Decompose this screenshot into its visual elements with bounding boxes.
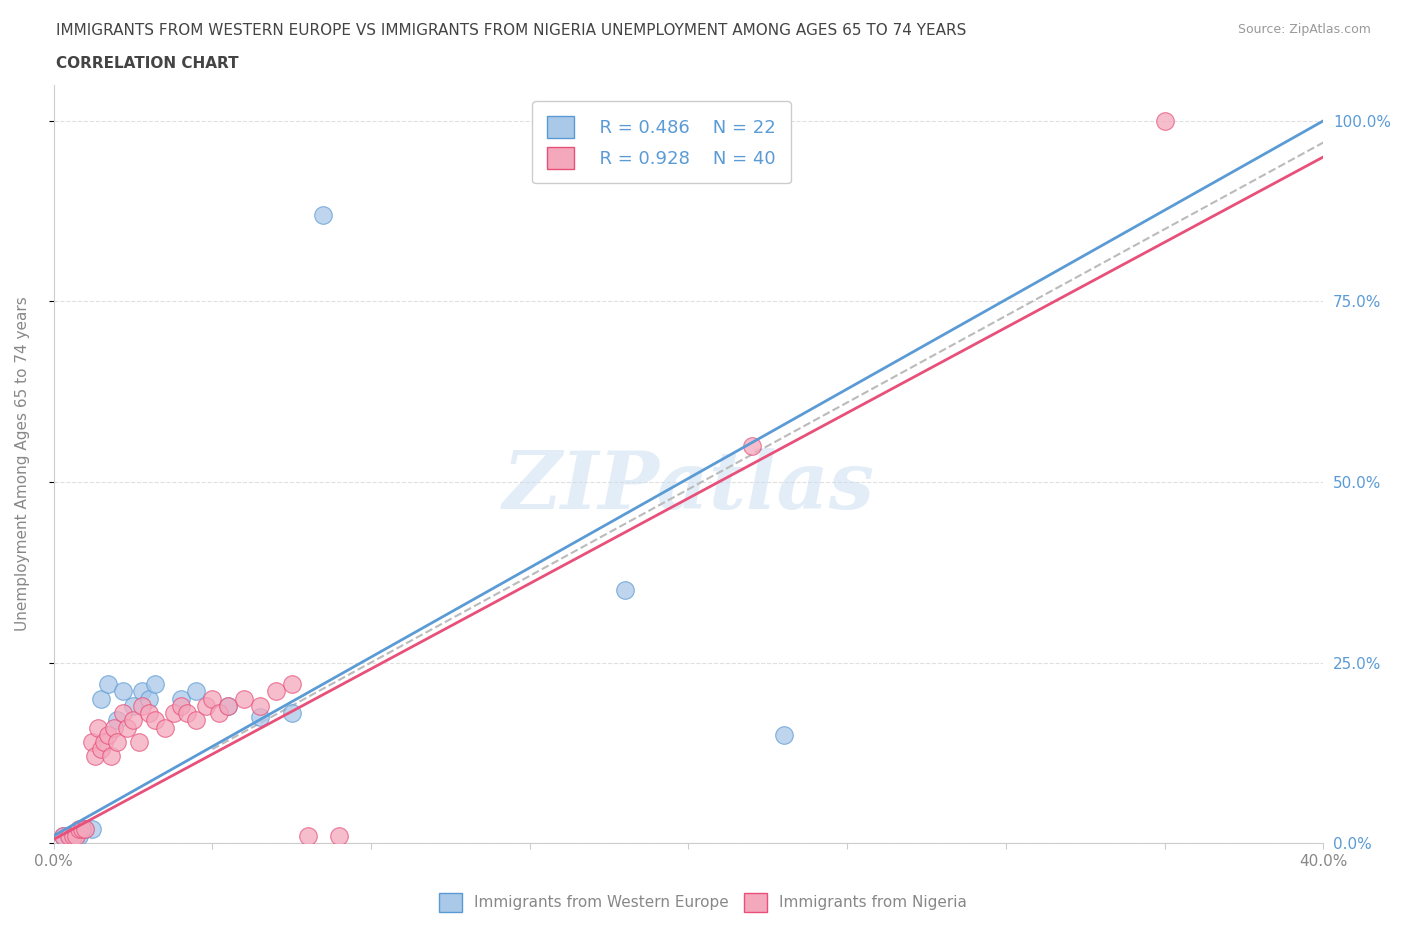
Point bbox=[112, 706, 135, 721]
Point bbox=[87, 720, 110, 735]
Text: Source: ZipAtlas.com: Source: ZipAtlas.com bbox=[1237, 23, 1371, 36]
Point bbox=[105, 735, 128, 750]
Point bbox=[176, 706, 198, 721]
Point bbox=[186, 713, 208, 728]
Text: ZIPatlas: ZIPatlas bbox=[502, 448, 875, 525]
Point bbox=[208, 706, 231, 721]
Point bbox=[75, 821, 97, 836]
Point bbox=[613, 583, 636, 598]
Point bbox=[128, 735, 150, 750]
Point bbox=[169, 691, 191, 706]
Point bbox=[52, 829, 75, 844]
Point bbox=[143, 677, 166, 692]
Point bbox=[93, 735, 115, 750]
Point bbox=[115, 720, 138, 735]
Point bbox=[80, 735, 103, 750]
Point bbox=[138, 706, 160, 721]
Point bbox=[100, 749, 122, 764]
Point bbox=[122, 713, 145, 728]
Point bbox=[131, 698, 153, 713]
Point bbox=[233, 691, 256, 706]
Point bbox=[122, 698, 145, 713]
Point bbox=[90, 691, 112, 706]
Point bbox=[169, 698, 191, 713]
Point bbox=[131, 684, 153, 698]
Point bbox=[103, 720, 125, 735]
Point bbox=[112, 684, 135, 698]
Point bbox=[67, 821, 90, 836]
Point bbox=[264, 684, 287, 698]
Point bbox=[163, 706, 186, 721]
Point bbox=[280, 706, 302, 721]
Legend: Immigrants from Western Europe, Immigrants from Nigeria: Immigrants from Western Europe, Immigran… bbox=[433, 887, 973, 918]
Point bbox=[75, 821, 97, 836]
Point bbox=[741, 438, 763, 453]
Point bbox=[138, 691, 160, 706]
Point bbox=[52, 829, 75, 844]
Point bbox=[62, 829, 84, 844]
Point bbox=[186, 684, 208, 698]
Point bbox=[80, 821, 103, 836]
Point bbox=[65, 829, 87, 844]
Y-axis label: Unemployment Among Ages 65 to 74 years: Unemployment Among Ages 65 to 74 years bbox=[15, 297, 30, 631]
Point bbox=[97, 727, 120, 742]
Point bbox=[297, 829, 319, 844]
Point bbox=[153, 720, 176, 735]
Point bbox=[105, 713, 128, 728]
Point bbox=[194, 698, 217, 713]
Point bbox=[201, 691, 224, 706]
Point bbox=[90, 742, 112, 757]
Text: CORRELATION CHART: CORRELATION CHART bbox=[56, 56, 239, 71]
Point bbox=[65, 829, 87, 844]
Point bbox=[312, 207, 335, 222]
Point bbox=[143, 713, 166, 728]
Point bbox=[70, 821, 93, 836]
Legend:   R = 0.486    N = 22,   R = 0.928    N = 40: R = 0.486 N = 22, R = 0.928 N = 40 bbox=[533, 101, 790, 183]
Point bbox=[217, 698, 239, 713]
Text: IMMIGRANTS FROM WESTERN EUROPE VS IMMIGRANTS FROM NIGERIA UNEMPLOYMENT AMONG AGE: IMMIGRANTS FROM WESTERN EUROPE VS IMMIGR… bbox=[56, 23, 966, 38]
Point bbox=[58, 829, 80, 844]
Point bbox=[328, 829, 350, 844]
Point bbox=[280, 677, 302, 692]
Point bbox=[249, 698, 271, 713]
Point bbox=[97, 677, 120, 692]
Point bbox=[772, 727, 794, 742]
Point bbox=[217, 698, 239, 713]
Point bbox=[1153, 113, 1175, 128]
Point bbox=[249, 710, 271, 724]
Point bbox=[58, 829, 80, 844]
Point bbox=[67, 829, 90, 844]
Point bbox=[83, 749, 105, 764]
